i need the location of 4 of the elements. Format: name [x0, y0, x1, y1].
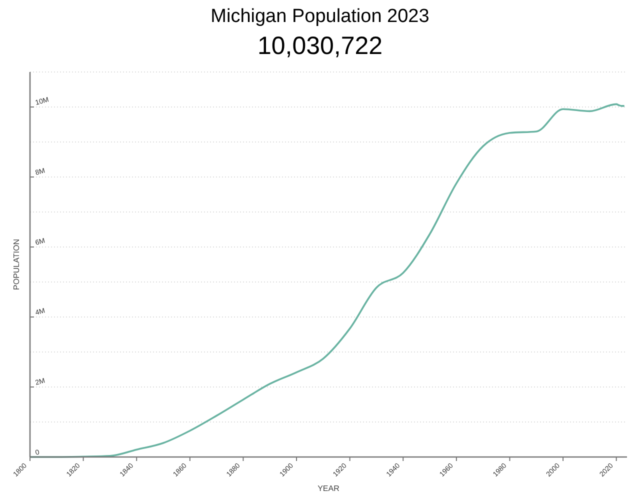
chart-subtitle: 10,030,722: [257, 32, 383, 60]
x-axis-title: YEAR: [318, 484, 340, 493]
chart-title: Michigan Population 2023: [210, 6, 430, 27]
y-axis-title: POPULATION: [12, 238, 21, 290]
